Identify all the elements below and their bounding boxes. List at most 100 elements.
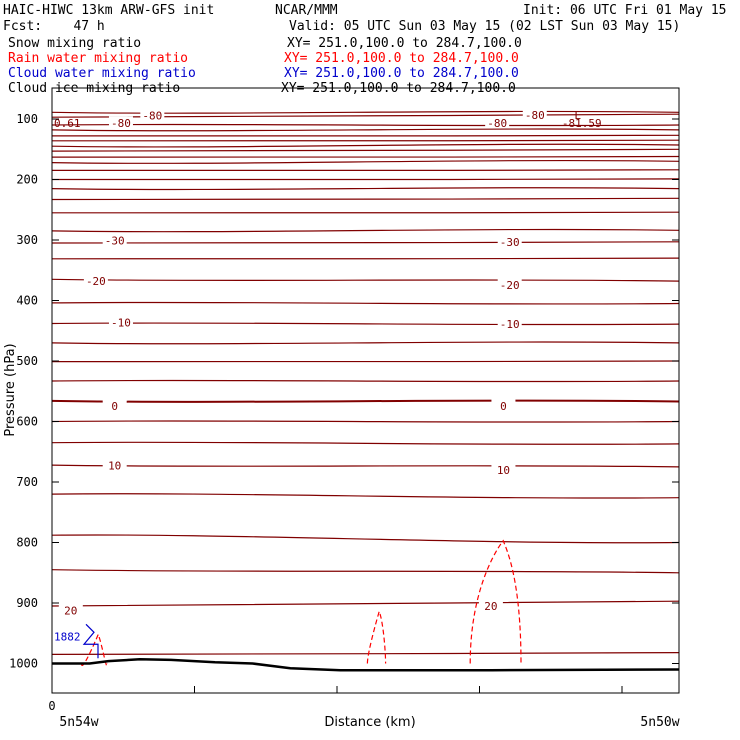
model-title: HAIC-HIWC 13km ARW-GFS init — [3, 3, 215, 18]
field-name-cloud-water: Cloud water mixing ratio — [8, 66, 196, 81]
valid-time: Valid: 05 UTC Sun 03 May 15 (02 LST Sun … — [289, 19, 681, 34]
isotherm-line — [51, 441, 680, 445]
contour-label: -80 — [142, 109, 162, 122]
isotherm-line — [51, 600, 680, 607]
contour-label: 20 — [64, 604, 77, 617]
y-tick-label: 700 — [16, 475, 38, 489]
y-tick-label: 900 — [16, 596, 38, 610]
cloud-water-label: 1882 — [54, 630, 81, 643]
isotherm-line — [51, 301, 680, 305]
isotherm-line — [51, 169, 680, 172]
contour-label-bg — [522, 107, 547, 120]
temperature-contour-lines — [51, 110, 680, 655]
terrain-surface — [52, 658, 680, 672]
x-left-label: 5n54w — [59, 715, 98, 730]
isotherm-line — [51, 652, 680, 655]
contour-label-bg — [102, 398, 127, 411]
isotherm-line — [51, 128, 680, 132]
contour-label: 0 — [111, 400, 118, 413]
y-axis-label: Pressure (hPa) — [3, 343, 18, 436]
isotherm-line — [51, 159, 680, 164]
org-label: NCAR/MMM — [275, 3, 338, 18]
extremum-label: L — [574, 109, 581, 122]
isotherm-line — [51, 257, 680, 260]
isotherm-line — [51, 228, 680, 233]
y-tick-label: 800 — [16, 536, 38, 550]
extremum-label: -81.59 — [562, 117, 602, 130]
y-tick-label: 1000 — [9, 657, 38, 671]
y-tick-label: 200 — [16, 173, 38, 187]
contour-labels: -80 -80 -80 -80 -30 -30 -20 -20 -10 -10 0 0 10 10 20 20… — [54, 107, 602, 643]
contour-label: -20 — [86, 275, 106, 288]
extremum-label: 0.61 — [54, 117, 81, 130]
contour-label: -10 — [500, 318, 520, 331]
rain-water-cell — [469, 539, 522, 664]
rain-water-contours — [80, 539, 522, 667]
isotherm-line — [51, 322, 680, 326]
isotherm-line — [51, 197, 680, 201]
isotherm-line — [51, 464, 680, 468]
isotherm-line — [51, 143, 680, 148]
isotherm-line — [51, 155, 680, 158]
contour-label-bg — [108, 116, 133, 129]
terrain-line — [52, 658, 680, 672]
isotherm-line — [51, 241, 680, 244]
y-tick-label: 100 — [16, 112, 38, 126]
forecast-hour: Fcst: 47 h — [3, 19, 105, 34]
isotherm-line — [51, 569, 680, 574]
contour-label-bg — [497, 277, 522, 290]
isotherm-line — [51, 211, 680, 214]
rain-water-cell — [366, 609, 387, 664]
field-xy-cloud-water: XY= 251.0,100.0 to 284.7,100.0 — [284, 66, 519, 81]
contour-label: 0 — [500, 400, 507, 413]
contour-label-bg — [485, 116, 510, 129]
contour-label-bg — [102, 458, 127, 471]
isotherm-line — [51, 534, 680, 544]
contour-label: -30 — [105, 235, 125, 248]
contour-label: -80 — [487, 117, 507, 130]
isotherm-line — [51, 360, 680, 363]
contour-label-bg — [491, 462, 516, 475]
x-right-label: 5n50w — [640, 715, 679, 730]
contour-label-bg — [102, 233, 127, 246]
field-xy-rain: XY= 251.0,100.0 to 284.7,100.0 — [284, 51, 519, 66]
rain-water-cell — [80, 632, 108, 667]
cloud-water-contour — [82, 623, 99, 659]
contour-label: -80 — [525, 109, 545, 122]
isotherm-line — [51, 148, 680, 152]
isotherm-line — [51, 399, 680, 403]
isotherm-line — [51, 110, 680, 114]
contour-label: -10 — [111, 316, 131, 329]
x-axis-label: Distance (km) — [324, 715, 415, 730]
contour-label: 10 — [497, 464, 510, 477]
contour-label-bg — [108, 315, 133, 328]
plot-frame — [51, 87, 680, 694]
contour-label: 10 — [108, 460, 121, 473]
isotherm-line — [51, 420, 680, 423]
isotherm-line — [51, 379, 680, 383]
y-tick-label: 500 — [16, 354, 38, 368]
contour-label-bg — [140, 108, 165, 121]
isotherm-line — [51, 187, 680, 191]
contour-label-bg — [491, 398, 516, 411]
contour-label: 20 — [484, 600, 497, 613]
init-time: Init: 06 UTC Fri 01 May 15 — [523, 3, 727, 18]
contour-label-bg — [478, 599, 503, 612]
field-name-rain: Rain water mixing ratio — [8, 51, 189, 66]
x-origin-label: 0 — [48, 699, 55, 713]
isotherm-line — [51, 278, 680, 282]
isotherm-line — [51, 178, 680, 181]
contour-label: -80 — [111, 117, 131, 130]
isotherm-line — [51, 493, 680, 499]
isotherm-line — [51, 134, 680, 137]
y-tick-label: 400 — [16, 294, 38, 308]
y-tick-label: 600 — [16, 415, 38, 429]
field-xy-snow: XY= 251.0,100.0 to 284.7,100.0 — [287, 36, 522, 51]
contour-label: -20 — [500, 279, 520, 292]
isotherm-line — [51, 341, 680, 345]
contour-label-bg — [83, 274, 108, 287]
contour-label-bg — [497, 234, 522, 247]
y-tick-label: 300 — [16, 233, 38, 247]
